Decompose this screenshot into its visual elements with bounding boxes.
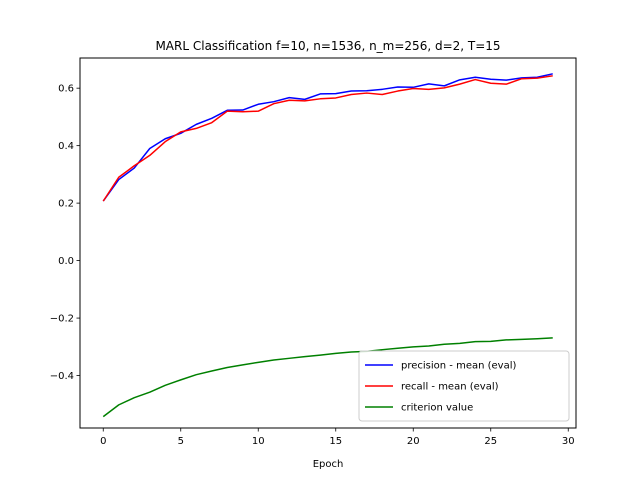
- x-tick-label-4: 20: [407, 436, 420, 447]
- y-tick-label-0: −0.4: [50, 371, 74, 382]
- series-line-1: [102, 75, 553, 202]
- series-line-2: [102, 337, 553, 418]
- x-tick-label-0: 0: [100, 436, 106, 447]
- chart-title: MARL Classification f=10, n=1536, n_m=25…: [155, 39, 500, 53]
- x-tick-label-3: 15: [329, 436, 342, 447]
- plot-frame: [79, 57, 577, 429]
- x-tick-label-5: 25: [484, 436, 497, 447]
- legend-label-1: recall - mean (eval): [401, 382, 499, 393]
- y-tick-label-1: −0.2: [50, 314, 74, 325]
- x-tick-label-2: 10: [252, 436, 265, 447]
- y-tick-label-2: 0.0: [58, 256, 74, 267]
- x-axis-label: Epoch: [313, 459, 344, 470]
- x-tick-label-1: 5: [178, 436, 184, 447]
- y-tick-label-3: 0.2: [58, 199, 74, 210]
- x-tick-label-6: 30: [562, 436, 575, 447]
- y-tick-label-4: 0.4: [58, 141, 74, 152]
- legend-box: [358, 350, 570, 422]
- y-tick-label-5: 0.6: [58, 84, 74, 95]
- legend-label-0: precision - mean (eval): [401, 361, 516, 372]
- legend-label-2: criterion value: [401, 403, 473, 414]
